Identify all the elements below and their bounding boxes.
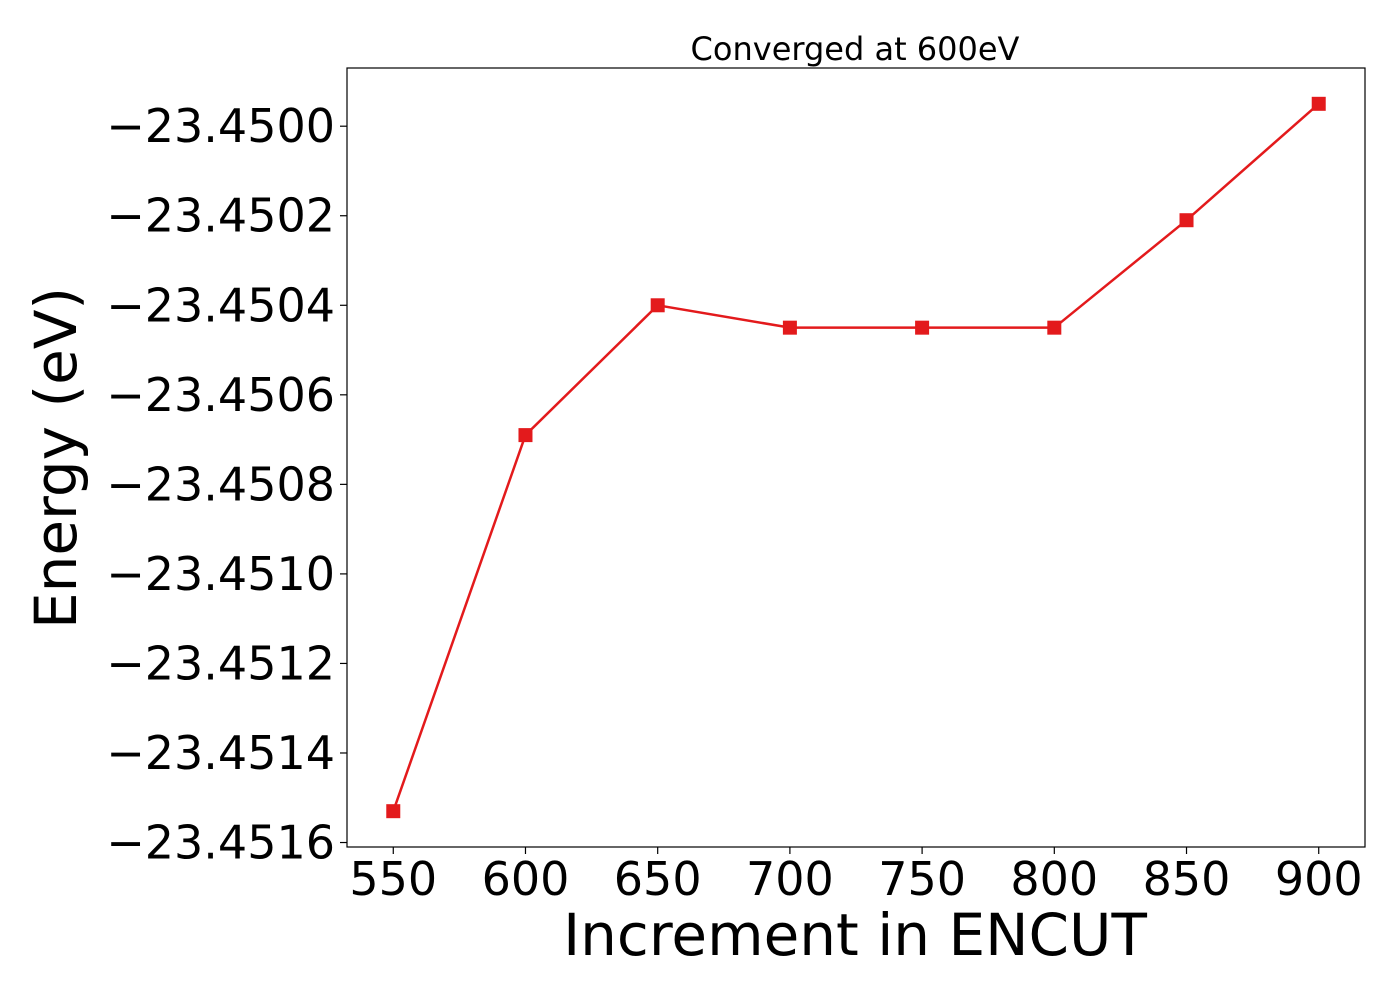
data-point-550 (386, 804, 401, 819)
x-tick-label-550: 550 (349, 852, 437, 906)
y-tick-label-3: −23.4510 (106, 547, 335, 601)
x-tick-label-700: 700 (746, 852, 834, 906)
data-point-700 (782, 320, 797, 335)
plot-frame (346, 67, 1366, 848)
y-tick-label-4: −23.4508 (106, 457, 335, 511)
data-point-900 (1311, 96, 1326, 111)
data-point-850 (1179, 213, 1194, 228)
y-tick-label-8: −23.4500 (106, 99, 335, 153)
y-tick-label-5: −23.4506 (106, 368, 335, 422)
y-tick-label-6: −23.4504 (106, 278, 335, 332)
x-tick-label-800: 800 (1010, 852, 1098, 906)
chart-title: Converged at 600eV (691, 30, 1020, 68)
x-tick-label-750: 750 (878, 852, 966, 906)
data-point-750 (915, 320, 930, 335)
y-axis-label: Energy (eV) (22, 287, 90, 629)
series-line-0 (392, 102, 1320, 812)
x-tick-label-650: 650 (614, 852, 702, 906)
x-axis-label: Increment in ENCUT (563, 901, 1147, 969)
y-tick-label-7: −23.4502 (106, 189, 335, 243)
y-tick-label-2: −23.4512 (106, 636, 335, 690)
x-tick-label-600: 600 (482, 852, 570, 906)
y-tick-label-0: −23.4516 (106, 816, 335, 870)
y-tick-label-1: −23.4514 (106, 726, 335, 780)
plot-area: 550 600 650 700 750 800 850 900 −23.4516 −23.4514… (106, 67, 1366, 906)
x-tick-label-850: 850 (1143, 852, 1231, 906)
data-point-600 (518, 428, 533, 443)
data-point-800 (1047, 320, 1062, 335)
x-tick-label-900: 900 (1275, 852, 1363, 906)
data-point-650 (650, 298, 665, 313)
